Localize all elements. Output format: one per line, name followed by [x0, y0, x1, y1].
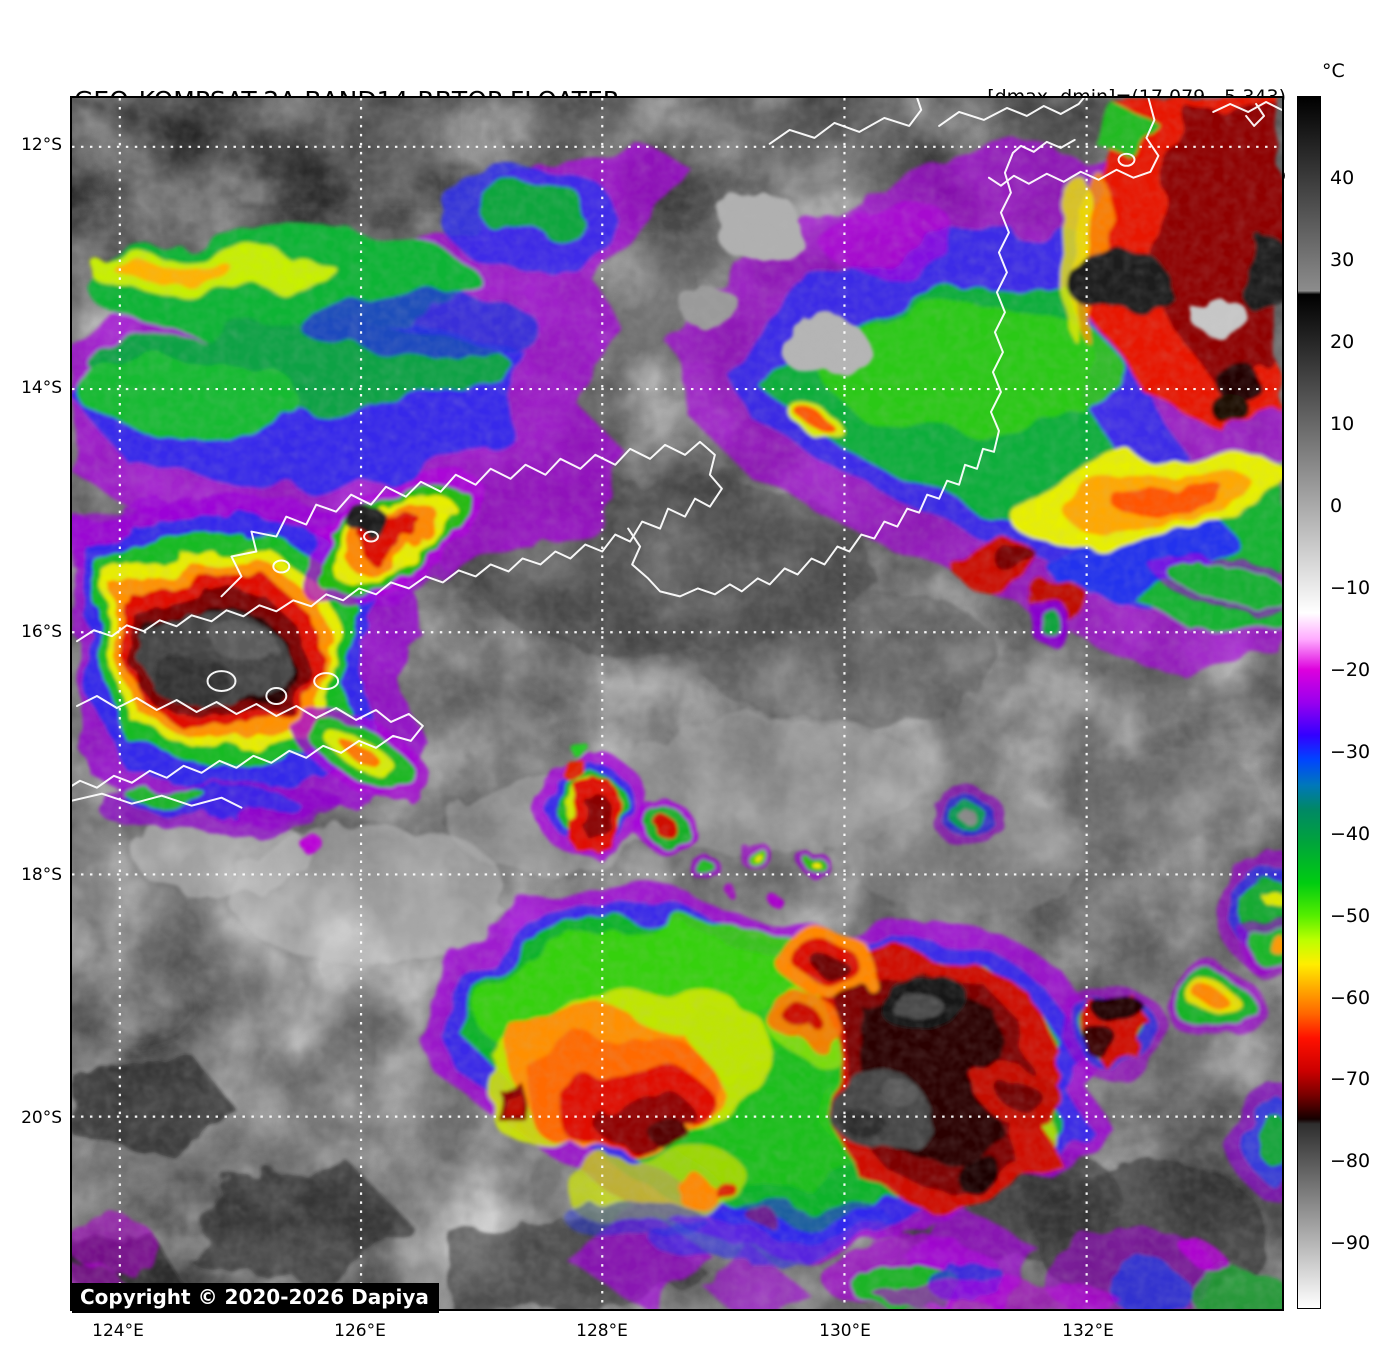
colorbar-tick: −80	[1330, 1150, 1371, 1172]
colorbar-tick: 40	[1330, 167, 1355, 189]
lon-label: 126°E	[334, 1321, 386, 1341]
colorbar-tick: −70	[1330, 1068, 1371, 1090]
satellite-imagery	[72, 98, 1282, 1309]
colorbar-tick: −90	[1330, 1232, 1371, 1254]
colorbar-tick: 10	[1330, 413, 1355, 435]
coastline	[72, 98, 1282, 809]
lon-label: 128°E	[576, 1321, 628, 1341]
lat-label: 14°S	[21, 378, 62, 398]
lon-label: 132°E	[1062, 1321, 1114, 1341]
colorbar-tick: −60	[1330, 987, 1371, 1009]
lat-label: 12°S	[21, 135, 62, 155]
lat-label: 20°S	[21, 1108, 62, 1128]
colorbar-tick: −50	[1330, 905, 1371, 927]
fine-grain-texture	[72, 98, 1282, 1309]
lon-label: 130°E	[819, 1321, 871, 1341]
colorbar-unit-label: °C	[1322, 60, 1345, 82]
colorbar-tick: 0	[1330, 495, 1343, 517]
colorbar-tick: −40	[1330, 823, 1371, 845]
lon-label: 124°E	[92, 1321, 144, 1341]
lat-label: 16°S	[21, 622, 62, 642]
colorbar-tick: −30	[1330, 741, 1371, 763]
copyright-badge: Copyright © 2020-2026 Dapiya	[72, 1283, 439, 1313]
satellite-map	[70, 96, 1284, 1311]
colorbar-tick: 20	[1330, 331, 1355, 353]
lat-label: 18°S	[21, 865, 62, 885]
colorbar	[1297, 96, 1321, 1309]
colorbar-tick: 30	[1330, 249, 1355, 271]
colorbar-tick: −10	[1330, 577, 1371, 599]
colorbar-tick: −20	[1330, 659, 1371, 681]
